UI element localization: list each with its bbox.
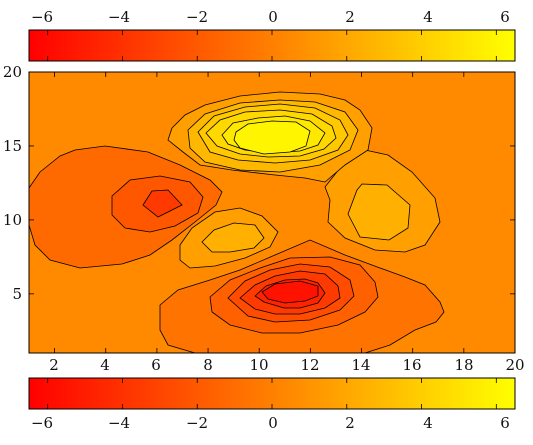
colorbar-top-gradient — [28, 29, 516, 62]
colorbar-top-tick-label: 0 — [268, 8, 278, 26]
colorbar-top-tick-label: 6 — [500, 8, 510, 26]
colorbar-top: −6 −4 −2 0 2 4 6 — [28, 8, 516, 62]
colorbar-bottom-tick-label: 4 — [423, 414, 433, 432]
x-tick-label: 18 — [454, 356, 473, 374]
plot-area: 2 4 6 8 10 12 14 16 18 20 5 10 15 20 — [3, 63, 525, 374]
plot-frame — [28, 71, 516, 354]
y-tick-label: 5 — [12, 285, 22, 303]
x-tick-label: 16 — [402, 356, 421, 374]
x-tick-label: 8 — [203, 356, 213, 374]
x-tick-label: 4 — [100, 356, 110, 374]
colorbar-top-tick-label: −6 — [31, 8, 53, 26]
contour-level-neg4 — [142, 189, 183, 218]
x-tick-label: 10 — [249, 356, 268, 374]
colorbar-bottom-tick-label: −4 — [108, 414, 130, 432]
colorbar-top-tick-label: −4 — [108, 8, 130, 26]
colorbar-top-tick-label: −2 — [186, 8, 208, 26]
x-tick-label: 6 — [151, 356, 161, 374]
y-tick-label: 20 — [3, 63, 22, 81]
colorbar-bottom-tick-labels: −6 −4 −2 0 2 4 6 — [31, 414, 510, 432]
colorbar-top-tick-label: 2 — [345, 8, 355, 26]
colorbar-top-ticks — [47, 30, 497, 61]
y-axis-ticks — [29, 71, 515, 295]
colorbar-bottom-tick-label: 2 — [345, 414, 355, 432]
x-tick-label: 2 — [49, 356, 59, 374]
contour-level-pos6 — [233, 120, 311, 155]
contour-level-pos2 — [201, 222, 265, 253]
y-tick-label: 15 — [3, 137, 22, 155]
y-axis-tick-labels: 5 10 15 20 — [3, 63, 22, 303]
x-axis-ticks — [54, 72, 516, 353]
colorbar-top-tick-labels: −6 −4 −2 0 2 4 6 — [31, 8, 510, 26]
colorbar-bottom-tick-label: −6 — [31, 414, 53, 432]
colorbar-bottom-tick-label: −2 — [186, 414, 208, 432]
contour-level-neg6 — [261, 280, 319, 304]
colorbar-bottom: −6 −4 −2 0 2 4 6 — [28, 377, 516, 432]
x-tick-label: 20 — [505, 356, 524, 374]
y-tick-label: 10 — [3, 211, 22, 229]
contour-level-pos2 — [347, 183, 411, 241]
colorbar-bottom-ticks — [47, 378, 497, 409]
colorbar-top-tick-label: 4 — [423, 8, 433, 26]
colorbar-bottom-tick-label: 6 — [500, 414, 510, 432]
x-axis-tick-labels: 2 4 6 8 10 12 14 16 18 20 — [49, 356, 524, 374]
x-tick-label: 14 — [351, 356, 370, 374]
x-tick-label: 12 — [300, 356, 319, 374]
colorbar-bottom-tick-label: 0 — [268, 414, 278, 432]
